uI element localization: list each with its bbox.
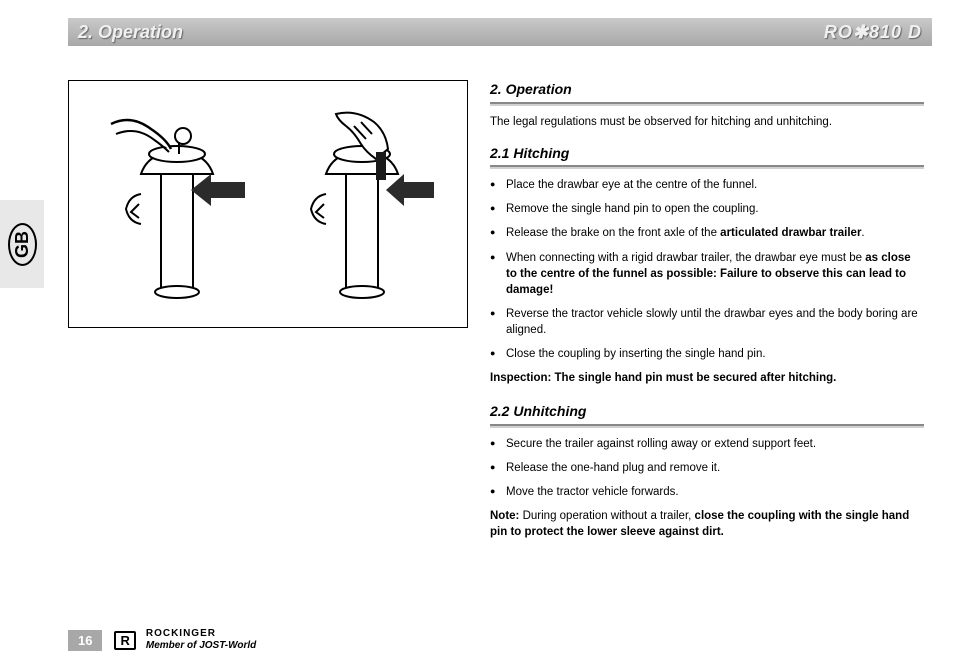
heading-hitching: 2.1 Hitching [490, 144, 924, 168]
list-item: Secure the trailer against rolling away … [490, 436, 924, 452]
header-bar: 2. Operation RO✱810 D [68, 18, 932, 46]
diagram-inner [83, 95, 453, 313]
hitching-list: Place the drawbar eye at the centre of t… [490, 177, 924, 362]
list-item: Close the coupling by inserting the sing… [490, 346, 924, 362]
arrow-icon [191, 174, 245, 206]
hitching-inspection: Inspection: The single hand pin must be … [490, 370, 924, 386]
unhitching-note: Note: During operation without a trailer… [490, 508, 924, 540]
unhitching-list: Secure the trailer against rolling away … [490, 436, 924, 500]
brand-logo: R [114, 631, 135, 650]
footer: 16 R ROCKINGER Member of JOST-World [68, 628, 256, 652]
footer-sub: Member of JOST-World [146, 640, 256, 652]
header-model: RO✱810 D [824, 22, 922, 43]
heading-unhitching: 2.2 Unhitching [490, 402, 924, 426]
footer-text: ROCKINGER Member of JOST-World [146, 628, 256, 652]
list-item: Release the brake on the front axle of t… [490, 225, 924, 241]
diagram-container [68, 80, 468, 328]
list-item: Reverse the tractor vehicle slowly until… [490, 306, 924, 338]
content-column: 2. Operation The legal regulations must … [490, 80, 924, 540]
hitching-diagram-left [91, 104, 261, 304]
language-code: GB [8, 223, 37, 266]
header-section-title: 2. Operation [78, 22, 183, 43]
list-item: Move the tractor vehicle forwards. [490, 484, 924, 500]
page-number: 16 [68, 630, 102, 651]
list-item: Release the one-hand plug and remove it. [490, 460, 924, 476]
operation-intro: The legal regulations must be observed f… [490, 114, 924, 130]
arrow-icon [386, 174, 434, 206]
list-item: Place the drawbar eye at the centre of t… [490, 177, 924, 193]
list-item: Remove the single hand pin to open the c… [490, 201, 924, 217]
hitching-diagram-right [276, 104, 446, 304]
list-item: When connecting with a rigid drawbar tra… [490, 250, 924, 298]
heading-operation: 2. Operation [490, 80, 924, 104]
footer-brand: ROCKINGER [146, 628, 256, 640]
language-tab: GB [0, 200, 44, 288]
